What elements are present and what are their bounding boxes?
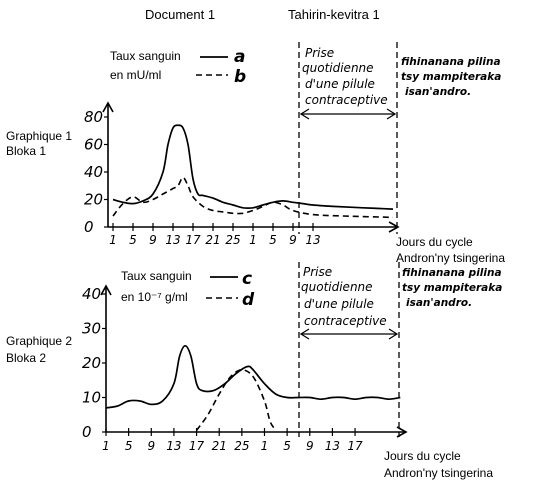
- g1-y-tick-label: 60: [84, 136, 103, 154]
- graph-2-legend-c: c: [242, 269, 252, 289]
- graph-2-annotation-alt-3: isan'andro.: [406, 297, 472, 309]
- graph-1-y-ticks: 0 20 40 60 80: [84, 108, 108, 236]
- graph-1-annotation-alt-1: fihinanana pilina: [401, 56, 501, 68]
- g2-x-tick-label: 21: [212, 439, 227, 453]
- graph-1-annotation-4: contraceptive: [305, 93, 388, 107]
- graph-1-x-ticks: 1 5 9 13 17 21 25 1 5 9 13: [109, 223, 321, 247]
- g2-x-tick-label: 17: [189, 439, 205, 453]
- graph-2-annotation-alt-1: fihinanana pilina: [402, 267, 502, 279]
- graph-1-pill-arrowheads: [299, 108, 397, 120]
- g1-y-tick-label: 20: [84, 191, 103, 209]
- g2-x-tick-label: 13: [325, 439, 340, 453]
- g1-x-tick-label: 21: [205, 233, 220, 247]
- graph-1-annotation-alt-2: tsy mampiteraka: [401, 71, 501, 83]
- g2-x-tick-label: 17: [347, 439, 363, 453]
- graph-1-x-arrow: [388, 221, 400, 233]
- section-label: Tahirin-kevitra 1: [288, 7, 380, 22]
- graph-1-legend-a: a: [234, 47, 245, 67]
- graph-1-y-arrow: [102, 101, 114, 113]
- g2-y-tick-label: 40: [82, 285, 101, 303]
- graph-1-annotation-2: quotidienne: [302, 61, 374, 75]
- graph-1-legend-title-2: en mU/ml: [110, 68, 161, 82]
- g1-curve-a: [112, 124, 394, 210]
- g2-curve-c: [105, 344, 401, 409]
- graph-1-title: Graphique 1: [6, 129, 72, 143]
- g1-y-tick-label: 40: [84, 163, 103, 181]
- g2-curve-d: [195, 369, 277, 431]
- g1-x-tick-label: 5: [269, 233, 277, 247]
- graph-2-xlabel: Jours du cycle: [384, 449, 461, 463]
- graph-1: Graphique 1 Bloka 1 Taux sanguin en mU/m…: [6, 42, 505, 265]
- g2-x-tick-label: 9: [306, 439, 314, 453]
- graph-1-annotation-alt-3: isan'andro.: [405, 86, 471, 98]
- graph-2-y-ticks: 0 10 20 30 40: [82, 285, 106, 441]
- graph-2-annotation-2: quotidienne: [301, 280, 373, 294]
- g2-x-tick-label: 1: [261, 439, 269, 453]
- graph-1-xlabel: Jours du cycle: [396, 235, 473, 249]
- g1-curve-b: [112, 176, 394, 219]
- graph-1-annotation-3: d'une pilule: [305, 77, 375, 91]
- graph-2-x-arrow: [396, 426, 408, 438]
- graph-2-y-arrow: [100, 284, 112, 296]
- g1-x-tick-label: 1: [249, 233, 257, 247]
- graph-2-annotation-1: Prise: [303, 265, 332, 279]
- g2-x-tick-label: 9: [147, 439, 155, 453]
- graph-2-legend-d: d: [242, 290, 255, 310]
- graph-2-x-ticks: 1 5 9 13 17 21 25 1 5 9 13 17: [102, 428, 363, 453]
- graph-2-annotation-4: contraceptive: [304, 314, 387, 328]
- g1-x-tick-label: 5: [129, 233, 137, 247]
- graph-2-title-alt: Bloka 2: [6, 351, 46, 365]
- g1-x-tick-label: 1: [109, 233, 117, 247]
- g2-x-tick-label: 13: [166, 439, 181, 453]
- g1-x-tick-label: 13: [305, 233, 320, 247]
- g1-x-tick-label: 25: [225, 233, 240, 247]
- graph-2-legend-title-1: Taux sanguin: [121, 269, 192, 283]
- g2-y-tick-label: 30: [82, 320, 101, 338]
- g1-x-tick-label: 17: [185, 233, 201, 247]
- graph-2: Graphique 2 Bloka 2 Taux sanguin en 10⁻⁷…: [6, 262, 502, 480]
- g2-y-tick-label: 10: [82, 389, 101, 407]
- document-label: Document 1: [145, 7, 215, 22]
- graph-2-annotation-3: d'une pilule: [304, 297, 374, 311]
- g1-y-tick-label: 80: [84, 108, 103, 126]
- g1-x-tick-label: 9: [289, 233, 297, 247]
- graph-2-annotation-alt-2: tsy mampiteraka: [402, 282, 502, 294]
- g2-x-tick-label: 5: [283, 439, 291, 453]
- graph-2-xlabel-alt: Andron'ny tsingerina: [384, 466, 493, 480]
- graph-1-title-alt: Bloka 1: [6, 144, 46, 158]
- graph-2-pill-arrowheads: [299, 328, 399, 340]
- graph-1-legend-b: b: [234, 67, 246, 87]
- g1-x-tick-label: 13: [165, 233, 180, 247]
- g2-y-tick-label: 20: [82, 354, 101, 372]
- g2-x-tick-label: 1: [102, 439, 110, 453]
- graph-1-curves: [112, 124, 394, 219]
- graph-2-legend-title-2: en 10⁻⁷ g/ml: [121, 290, 188, 304]
- graph-2-curves: [105, 344, 401, 431]
- graph-1-annotation-1: Prise: [305, 46, 334, 60]
- graph-1-xlabel-alt: Andron'ny tsingerina: [396, 251, 505, 265]
- g1-y-tick-label: 0: [84, 218, 94, 236]
- g2-y-tick-label: 0: [82, 423, 92, 441]
- graph-1-legend-title-1: Taux sanguin: [110, 49, 181, 63]
- g1-x-tick-label: 9: [149, 233, 157, 247]
- graph-2-title: Graphique 2: [6, 334, 72, 348]
- g2-x-tick-label: 25: [234, 439, 249, 453]
- g2-x-tick-label: 5: [125, 439, 133, 453]
